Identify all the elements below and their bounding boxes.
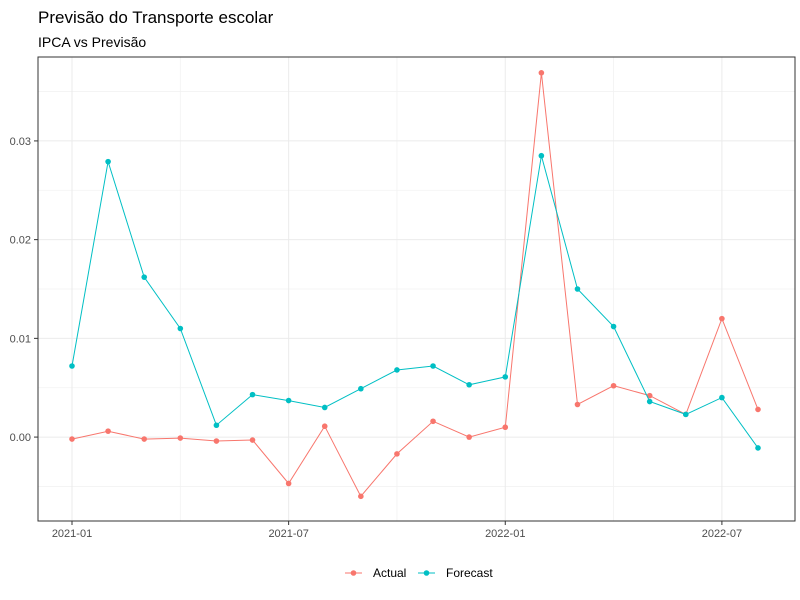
data-point-actual (502, 424, 509, 431)
data-point-actual (321, 423, 328, 430)
data-point-forecast (755, 445, 761, 451)
data-point-forecast (69, 363, 75, 369)
data-point-forecast (538, 152, 545, 159)
data-point-actual (358, 493, 364, 500)
data-point-forecast (285, 397, 292, 404)
data-point-forecast (682, 411, 689, 418)
data-point-forecast (646, 398, 653, 405)
data-point-forecast (574, 286, 581, 292)
y-tick-label: 0.01 (10, 333, 31, 345)
data-point-actual (177, 435, 184, 441)
series-line-forecast (71, 155, 759, 449)
data-point-actual (213, 438, 220, 444)
axis-ticks: 0.00 0.01 0.02 0.03 2021-01 2021-07 2022-01 202… (10, 136, 743, 540)
data-point-actual (141, 436, 148, 442)
legend-item-actual: Actual (345, 566, 406, 580)
data-point-forecast (177, 325, 184, 332)
legend-label: Forecast (446, 566, 493, 580)
data-point-actual (646, 392, 653, 399)
major-gridlines (38, 57, 795, 521)
legend-item-forecast: Forecast (418, 566, 493, 580)
y-tick-label: 0.02 (10, 235, 31, 247)
data-point-actual (574, 401, 581, 408)
data-point-forecast (466, 381, 472, 388)
data-point-actual (394, 451, 400, 457)
x-tick-label: 2022-01 (485, 528, 525, 540)
data-point-actual (69, 436, 75, 442)
data-point-forecast (105, 158, 111, 165)
y-tick-label: 0.00 (10, 432, 31, 444)
x-tick-label: 2021-01 (52, 528, 92, 540)
chart-subtitle: IPCA vs Previsão (38, 34, 146, 50)
y-tick-label: 0.03 (10, 136, 31, 148)
data-point-forecast (321, 404, 328, 411)
series-layer (69, 69, 761, 500)
legend-label: Actual (373, 566, 406, 580)
data-point-actual (538, 69, 545, 76)
data-point-actual (249, 437, 256, 443)
data-point-forecast (430, 363, 436, 369)
data-point-actual (466, 434, 472, 440)
data-point-forecast (719, 394, 725, 401)
data-point-forecast (394, 367, 400, 373)
x-tick-label: 2022-07 (702, 528, 742, 540)
data-point-actual (430, 418, 436, 425)
series-line-actual (71, 72, 759, 498)
legend: Actual Forecast (345, 566, 493, 580)
plot-panel-border (37, 56, 796, 522)
data-point-actual (285, 480, 292, 487)
legend-key-point (423, 570, 430, 576)
data-point-forecast (141, 274, 148, 280)
data-point-forecast (249, 391, 256, 398)
data-point-actual (105, 428, 111, 434)
data-point-forecast (358, 385, 364, 392)
data-point-forecast (610, 323, 617, 330)
x-tick-label: 2021-07 (268, 528, 308, 540)
data-point-forecast (213, 422, 220, 429)
chart-title: Previsão do Transporte escolar (38, 8, 274, 27)
legend-key-point (350, 570, 357, 576)
minor-gridlines (38, 57, 795, 521)
data-point-actual (719, 315, 725, 322)
data-point-actual (610, 382, 617, 389)
data-point-forecast (502, 374, 509, 380)
data-point-actual (755, 406, 761, 413)
